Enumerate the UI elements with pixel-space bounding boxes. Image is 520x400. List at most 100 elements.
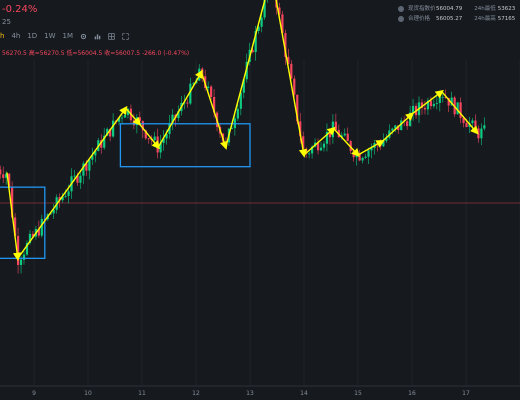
candle-body — [186, 102, 189, 104]
candle-body — [88, 159, 91, 171]
candle-body — [189, 83, 192, 104]
zigzag-segment — [381, 112, 415, 142]
candle-body — [435, 103, 438, 104]
candle-body — [319, 147, 323, 151]
chart-toolbar: h 4h 1D 1W 1M — [0, 32, 129, 40]
indicators-icon[interactable] — [94, 33, 101, 40]
candle-body — [153, 136, 156, 141]
candle-body — [171, 114, 174, 123]
zigzag-segment — [411, 89, 444, 115]
interval-1d-button[interactable]: 1D — [27, 32, 38, 40]
candle-body — [138, 117, 141, 122]
candle-body — [477, 128, 480, 139]
candle-body — [302, 136, 305, 149]
stat-value: 56005.27 — [436, 16, 463, 22]
candle-body — [278, 7, 281, 15]
candle-body — [340, 135, 343, 138]
annotation-box — [0, 186, 46, 259]
info-icon — [398, 6, 404, 12]
candle-body — [22, 254, 26, 260]
stat-label: 24h最低 — [474, 6, 496, 12]
candle-body — [325, 131, 329, 144]
candle-body — [100, 140, 103, 148]
candle-body — [79, 175, 82, 183]
candle-body — [349, 141, 352, 152]
candle-body — [459, 102, 462, 118]
stat-label: 合理价格 — [408, 16, 431, 22]
candle-body — [40, 218, 43, 236]
candle-body — [109, 128, 112, 137]
candle-body — [290, 63, 293, 79]
candle-body — [480, 128, 483, 139]
candle-body — [299, 121, 302, 137]
x-tick-label: 15 — [354, 390, 362, 397]
zigzag-segment — [17, 105, 128, 259]
candle-body — [474, 120, 477, 129]
candle-body — [14, 217, 17, 236]
candle-body — [394, 125, 397, 129]
candle-body — [284, 33, 287, 57]
candle-body — [76, 175, 79, 183]
price-change-percent: -0.24% — [2, 4, 38, 15]
candle-body — [364, 156, 367, 158]
candle-body — [367, 150, 370, 157]
annotation-boxes — [0, 123, 251, 259]
candle-body — [385, 137, 388, 141]
candle-body — [0, 169, 2, 175]
gear-icon[interactable] — [80, 33, 87, 40]
stat-row-index-price: 现货指数价格 56004.79 24h最低 53623 — [398, 4, 515, 14]
candle-body — [406, 121, 409, 127]
candles — [0, 0, 486, 274]
layout-icon[interactable] — [108, 32, 115, 40]
candle-body — [334, 121, 337, 130]
x-tick-label: 13 — [246, 390, 254, 397]
zigzag-segment — [6, 172, 22, 262]
stat-value: 57165 — [497, 16, 516, 22]
candle-body — [296, 94, 299, 122]
annotation-zigzag — [6, 0, 479, 262]
zigzag-segment — [275, 0, 308, 158]
chart-grid — [33, 60, 520, 385]
candle-body — [64, 195, 67, 197]
candle-body — [207, 86, 210, 88]
interval-1m-button[interactable]: 1M — [62, 32, 74, 40]
candle-body — [230, 128, 234, 129]
candle-body — [260, 17, 263, 27]
zigzag-segment — [303, 126, 336, 156]
annotation-box — [119, 123, 251, 168]
candle-body — [242, 79, 245, 93]
price-sub-value: 25 — [2, 18, 11, 26]
candle-body — [346, 133, 349, 142]
candle-body — [382, 140, 385, 147]
candle-body — [8, 173, 11, 188]
candle-body — [103, 135, 106, 148]
fullscreen-icon[interactable] — [122, 32, 129, 40]
candle-body — [400, 120, 403, 131]
interval-4h-button[interactable]: 4h — [11, 32, 21, 40]
x-tick-label: 12 — [192, 390, 200, 397]
stat-label: 现货指数价格 — [408, 6, 435, 12]
x-tick-label: 9 — [32, 390, 36, 397]
candle-body — [263, 0, 266, 18]
candle-body — [106, 128, 109, 136]
candle-body — [94, 151, 97, 156]
x-tick-label: 17 — [462, 390, 470, 397]
interval-h-button[interactable]: h — [0, 32, 5, 40]
candle-body — [426, 100, 430, 110]
candle-body — [210, 86, 213, 97]
candle-body — [112, 120, 115, 137]
candle-body — [322, 143, 326, 148]
interval-1w-button[interactable]: 1W — [44, 32, 56, 40]
candle-body — [5, 173, 8, 178]
zigzag-segment — [441, 91, 479, 135]
candle-body — [308, 153, 311, 155]
candle-body — [281, 14, 284, 34]
ohlc-readout: 56270.5 高=56270.5 低=56004.5 收=56007.5 -2… — [2, 50, 190, 57]
candle-body — [28, 233, 32, 243]
candle-body — [2, 174, 5, 178]
candle-body — [132, 120, 135, 126]
candle-body — [456, 102, 459, 115]
x-tick-label: 16 — [408, 390, 416, 397]
candle-body — [391, 128, 394, 131]
